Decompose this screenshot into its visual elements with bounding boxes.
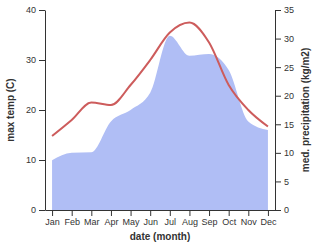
tick: Apr (104, 210, 118, 227)
tick: 35 (275, 5, 294, 15)
tick: Feb (64, 210, 80, 227)
tick-label: 35 (284, 5, 294, 15)
tick-mark (248, 210, 249, 216)
tick-mark (275, 124, 281, 125)
tick: Jul (165, 210, 177, 227)
tick: Mar (84, 210, 100, 227)
tick-label: Sep (202, 217, 218, 227)
tick: Aug (182, 210, 198, 227)
tick-mark (131, 210, 132, 216)
tick: 0 (31, 205, 45, 215)
chart: Jan Feb Mar Apr MayJun Jul Aug Sep Oct NovDec 0 10 2… (0, 0, 318, 247)
tick-mark (275, 96, 281, 97)
tick-mark (91, 210, 92, 216)
tick-label: 30 (26, 55, 36, 65)
axis-line (46, 210, 276, 211)
tick: Jan (45, 210, 60, 227)
tick-label: 5 (284, 177, 289, 187)
tick-label: 15 (284, 120, 294, 130)
tick-label: 0 (284, 205, 289, 215)
tick-mark (275, 210, 281, 211)
y2-axis-title: med. precipitation (kg/m2) (300, 48, 311, 172)
tick: Nov (241, 210, 258, 227)
tick: Dec (260, 210, 277, 227)
tick-label: 25 (284, 63, 294, 73)
tick: 30 (275, 34, 294, 44)
tick-label: 20 (284, 91, 294, 101)
tick-label: Nov (241, 217, 258, 227)
tick-mark (275, 153, 281, 154)
tick: 20 (26, 105, 45, 115)
tick: 40 (26, 5, 45, 15)
axis-line (45, 11, 46, 211)
tick-mark (275, 39, 281, 40)
tick-mark (150, 210, 151, 216)
temperature-line (52, 23, 268, 137)
tick: 15 (275, 120, 294, 130)
axis-line (275, 11, 276, 211)
tick-label: Mar (84, 217, 100, 227)
precipitation-area (52, 36, 268, 210)
tick-mark (209, 210, 210, 216)
tick-label: Apr (104, 217, 118, 227)
tick-label: Jan (45, 217, 60, 227)
tick-mark (111, 210, 112, 216)
tick-mark (39, 110, 45, 111)
tick-label: May (123, 217, 141, 227)
tick-label: 10 (26, 155, 36, 165)
y-axis: 0 10 20 30 40 (26, 5, 46, 215)
tick: 30 (26, 55, 45, 65)
tick-label: 30 (284, 34, 294, 44)
tick: Sep (202, 210, 218, 227)
tick-label: Oct (222, 217, 237, 227)
plot-area (52, 23, 268, 211)
x-axis: Jan Feb Mar Apr MayJun Jul Aug Sep Oct NovDec (45, 210, 277, 227)
x-axis-title: date (month) (130, 231, 191, 242)
tick-label: 10 (284, 148, 294, 158)
tick-label: Feb (64, 217, 80, 227)
tick-label: 20 (26, 105, 36, 115)
tick-mark (170, 210, 171, 216)
tick-mark (52, 210, 53, 216)
tick-mark (39, 160, 45, 161)
tick-label: 0 (31, 205, 36, 215)
tick-mark (275, 10, 281, 11)
tick-mark (275, 67, 281, 68)
tick-mark (39, 10, 45, 11)
tick-mark (229, 210, 230, 216)
tick-mark (39, 60, 45, 61)
tick-mark (39, 210, 45, 211)
tick-mark (72, 210, 73, 216)
tick-label: Jun (143, 217, 158, 227)
tick: 0 (275, 205, 289, 215)
tick-mark (268, 210, 269, 216)
tick: May (123, 210, 141, 227)
tick-label: Aug (182, 217, 198, 227)
tick: Oct (222, 210, 237, 227)
tick-label: Jul (165, 217, 177, 227)
tick-label: 40 (26, 5, 36, 15)
y2-axis: 0 5 10 15 20 25 30 35 (275, 5, 294, 215)
tick: 5 (275, 177, 289, 187)
tick-mark (275, 181, 281, 182)
tick: 10 (275, 148, 294, 158)
y-axis-title: max temp (C) (5, 78, 16, 141)
tick: 25 (275, 63, 294, 73)
tick: Jun (143, 210, 158, 227)
tick: 20 (275, 91, 294, 101)
tick-mark (189, 210, 190, 216)
tick: 10 (26, 155, 45, 165)
tick-label: Dec (260, 217, 277, 227)
